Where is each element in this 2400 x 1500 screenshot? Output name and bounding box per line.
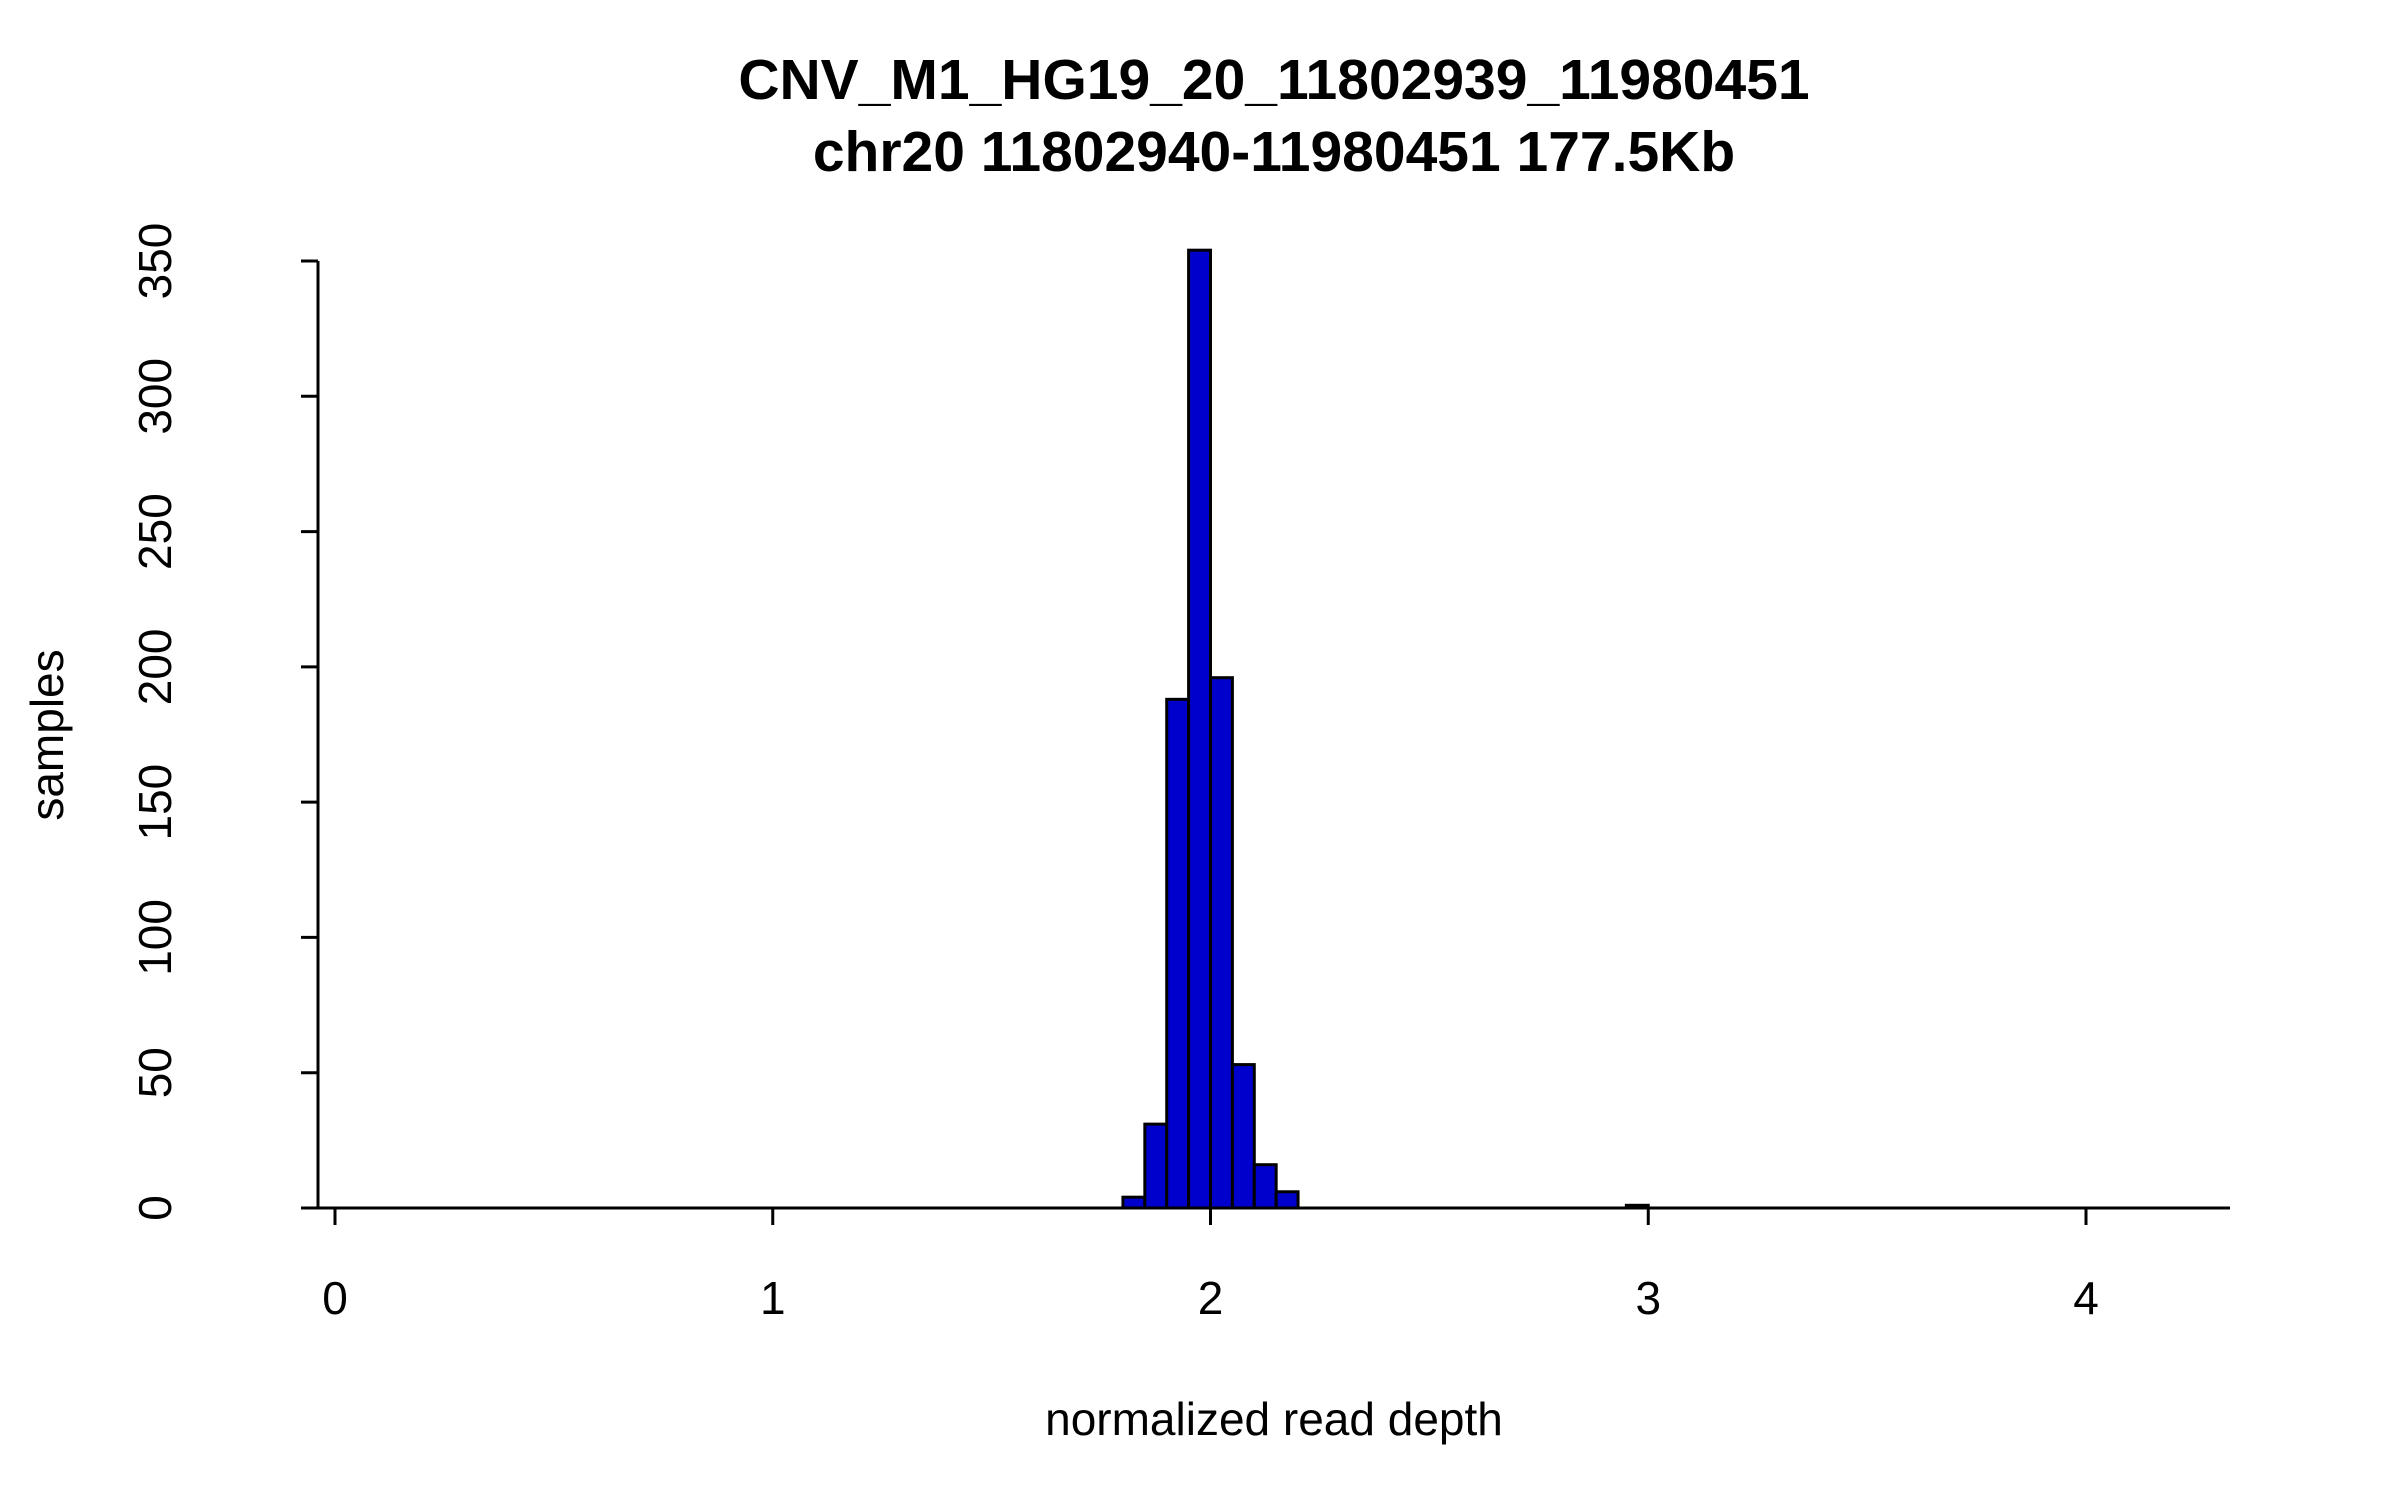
x-tick-label: 1 [760,1272,786,1324]
y-tick-label: 150 [129,764,181,841]
histogram-bar [1274,1190,1300,1210]
x-tick-label: 0 [322,1272,348,1324]
histogram-bar [1187,248,1213,1210]
y-tick-label: 200 [129,628,181,705]
chart-title-block: CNV_M1_HG19_20_11802939_11980451 chr20 1… [318,44,2230,188]
histogram-bar [1252,1163,1278,1210]
histogram-bar [1165,697,1191,1210]
histogram-bar [1121,1195,1147,1210]
histogram-bar [1209,676,1234,1210]
x-axis-label: normalized read depth [1045,1393,1503,1445]
y-tick-label: 100 [129,899,181,976]
y-tick-label: 300 [129,358,181,435]
y-tick-label: 250 [129,493,181,570]
chart-title: CNV_M1_HG19_20_11802939_11980451 [738,48,1810,112]
x-tick-label: 3 [1635,1272,1661,1324]
histogram-bar [1230,1063,1256,1210]
chart-subtitle: chr20 11802940-11980451 177.5Kb [812,120,1736,184]
y-axis-label: samples [21,649,73,821]
y-tick-label: 350 [129,223,181,300]
x-tick-label: 4 [2073,1272,2099,1324]
histogram-bar [1143,1122,1169,1210]
y-tick-label: 0 [129,1195,181,1221]
x-tick-label: 2 [1198,1272,1224,1324]
y-tick-label: 50 [129,1047,181,1098]
